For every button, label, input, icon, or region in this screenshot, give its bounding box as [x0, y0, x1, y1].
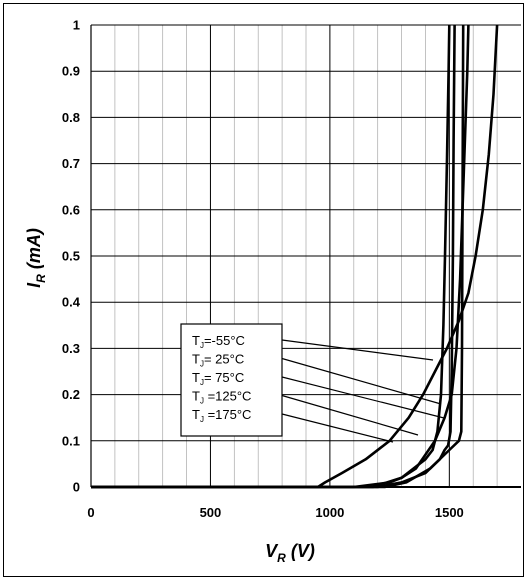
legend-entry-5: TJ =175°C [192, 407, 251, 424]
y-tick-label: 0 [73, 480, 80, 495]
y-tick-label: 0.6 [62, 202, 80, 217]
legend-pointer-4 [281, 394, 419, 436]
y-tick-label: 1 [73, 18, 80, 33]
legend-pointer-3 [281, 376, 445, 419]
y-tick-label: 0.1 [62, 433, 80, 448]
series-line-5 [91, 25, 499, 489]
y-axis-title-sub: R [34, 274, 48, 283]
x-tick-label: 500 [200, 505, 222, 520]
x-axis-title-main: V [265, 541, 279, 561]
legend: TJ=-55°C TJ= 25°CTJ= 75°C TJ =125°CTJ =175… [180, 323, 445, 443]
x-axis-title-sub: R [277, 551, 286, 565]
legend-entry-1: TJ=-55°C [192, 333, 245, 350]
legend-pointer-1 [281, 339, 434, 361]
legend-pointer-5 [281, 413, 394, 443]
legend-pointer-2 [281, 357, 442, 405]
x-tick-label: 0 [87, 505, 94, 520]
x-axis-title: VR (V) [265, 541, 315, 565]
x-axis-title-unit: (V) [286, 541, 315, 561]
series-line-3 [91, 25, 465, 489]
legend-entry-4: TJ =125°C [192, 389, 251, 406]
x-tick-label: 1500 [435, 505, 464, 520]
series-line-4 [91, 25, 470, 489]
y-tick-label: 0.3 [62, 341, 80, 356]
legend-box [180, 323, 283, 437]
y-tick-label: 0.2 [62, 387, 80, 402]
y-axis-title-main: I [24, 282, 44, 288]
y-tick-label: 0.9 [62, 64, 80, 79]
x-tick-label: 1000 [315, 505, 344, 520]
chart-frame [3, 3, 524, 577]
y-axis-title: IR (mA) [24, 228, 48, 288]
legend-entry-2: TJ= 25°C [192, 352, 244, 369]
y-tick-label: 0.8 [62, 110, 80, 125]
y-axis-title-unit: (mA) [24, 228, 44, 274]
y-tick-label: 0.4 [62, 295, 81, 310]
legend-entry-3: TJ= 75°C [192, 370, 244, 387]
series-layer [91, 25, 499, 489]
y-tick-label: 0.7 [62, 156, 80, 171]
y-tick-label: 0.5 [62, 249, 80, 264]
tick-labels: 0 0.1 0.2 0.3 0.4 0.5 0.6 0.7 0.8 0.9 1 0 500 1000 150… [62, 18, 464, 521]
